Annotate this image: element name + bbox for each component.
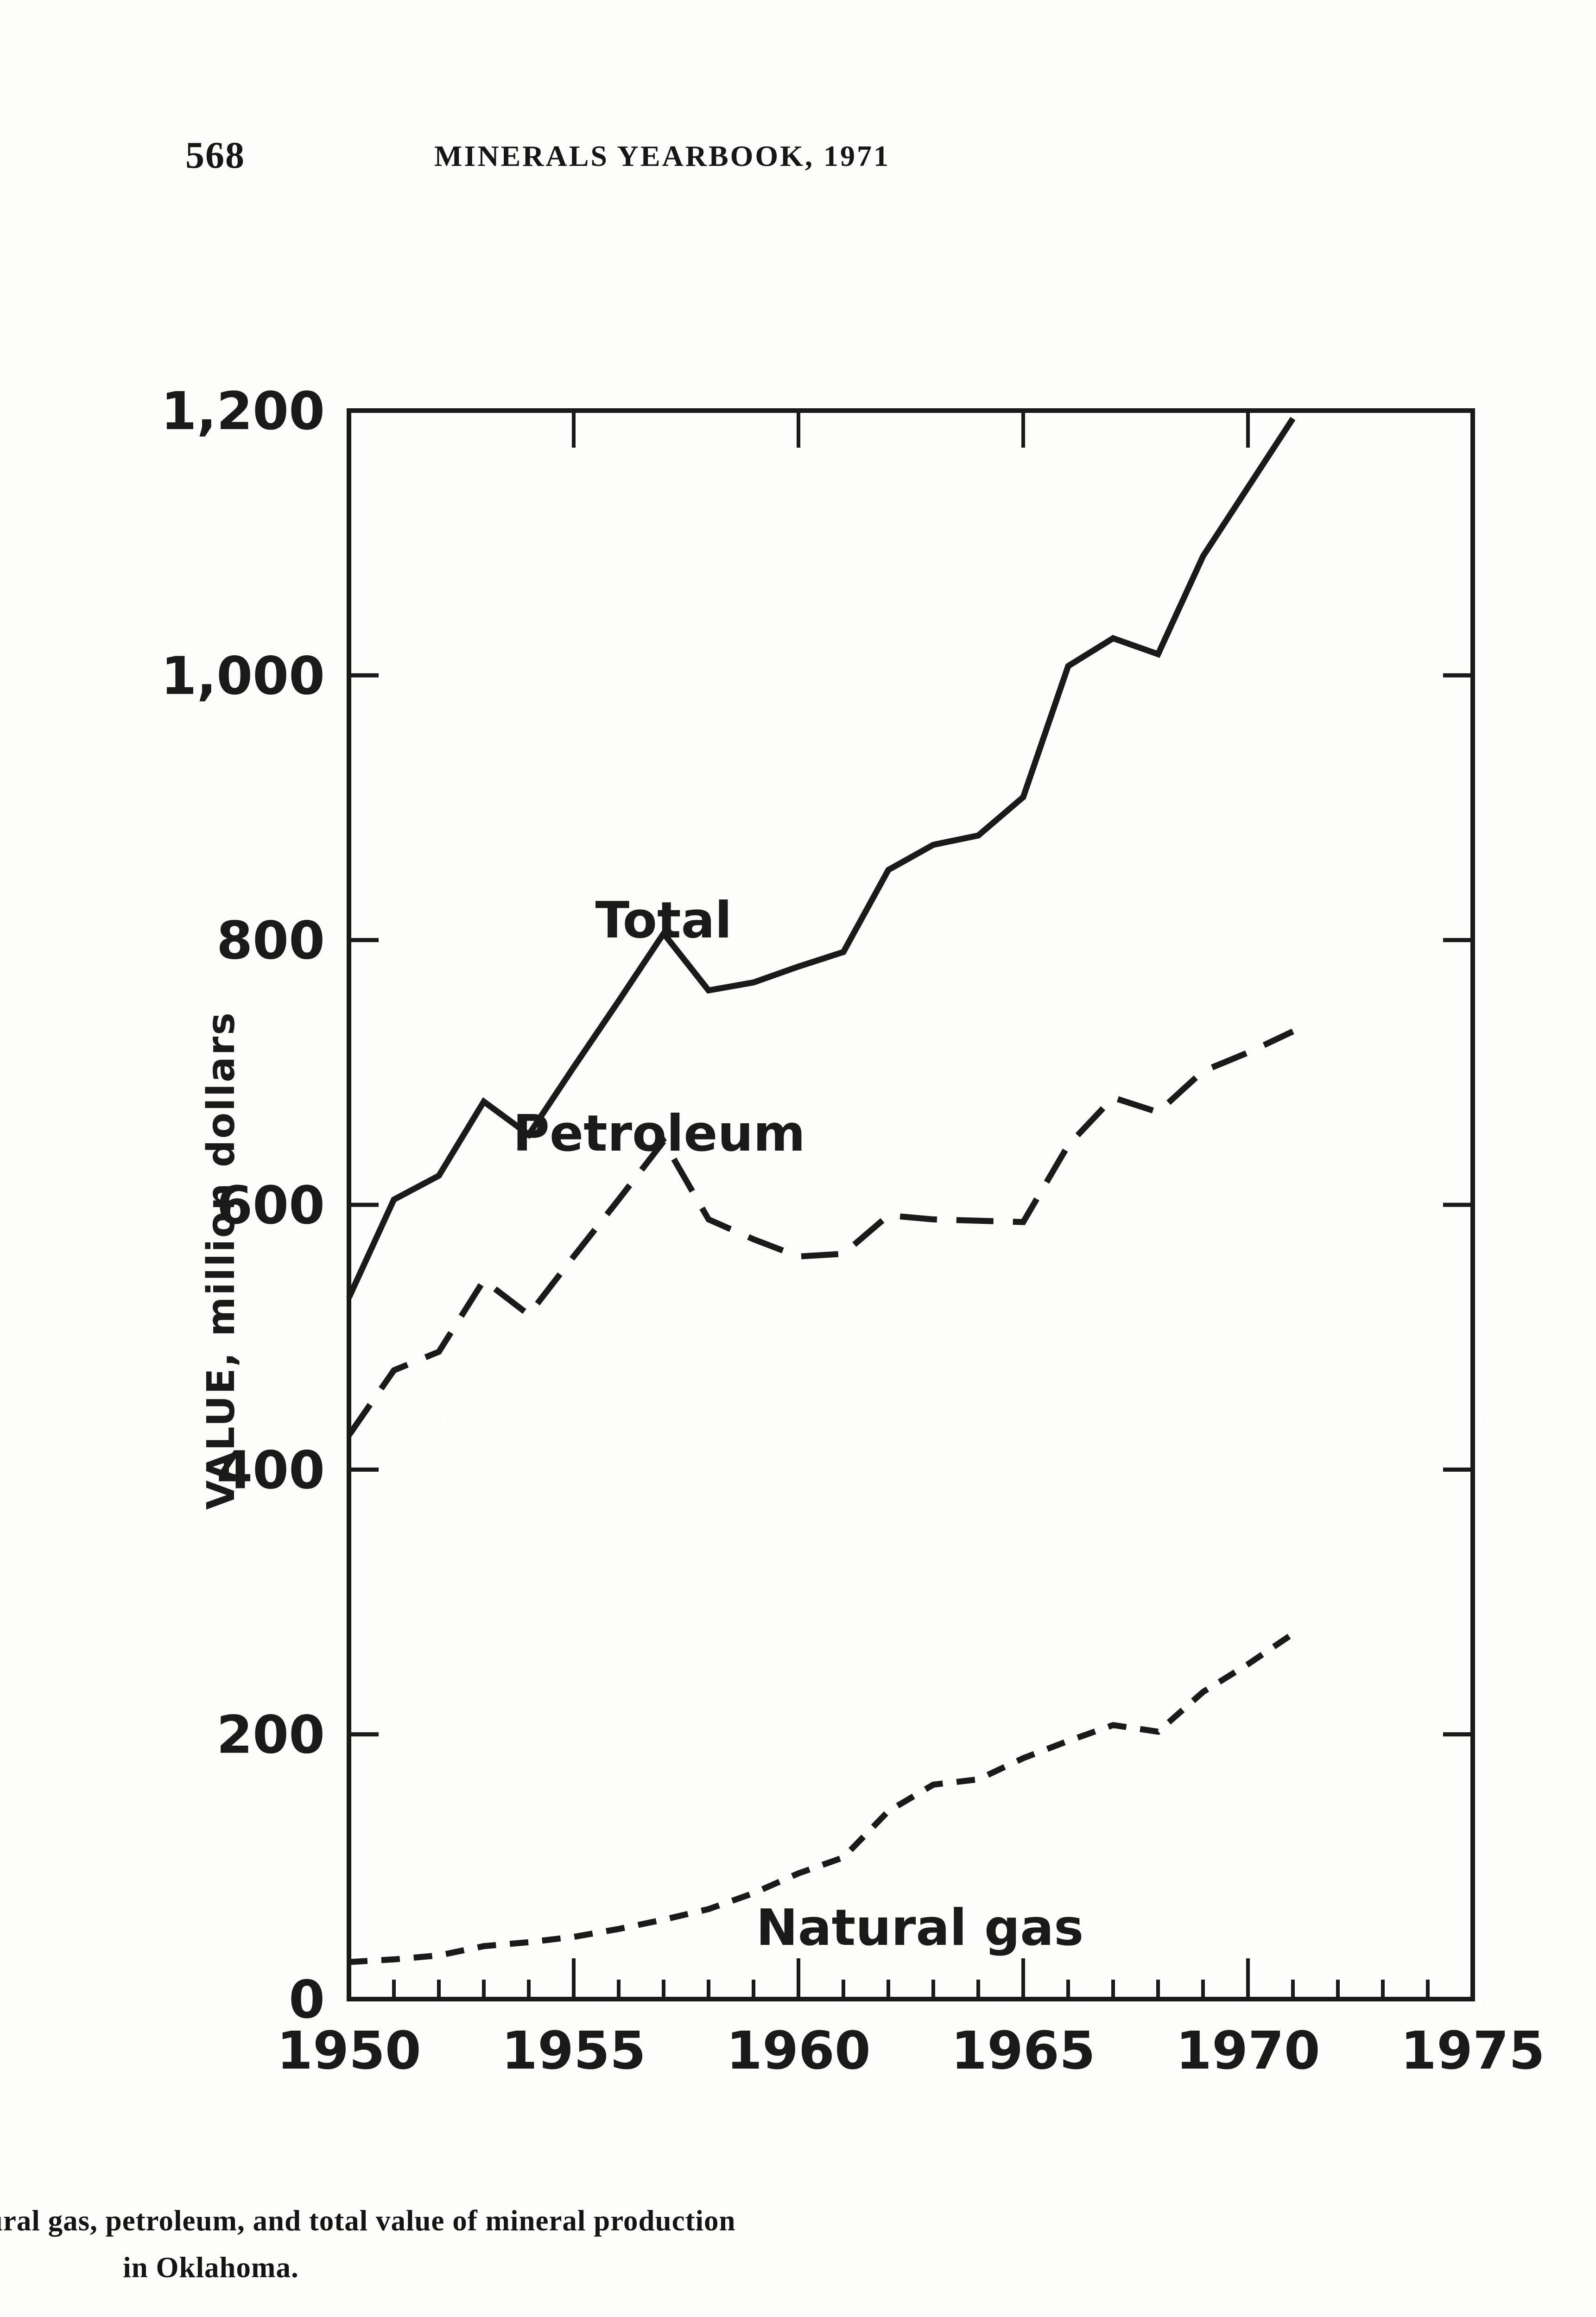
y-tick-label: 800 [216, 911, 325, 971]
petroleum-line [346, 1028, 1294, 1437]
line-chart-svg: 0 200 400 600 800 1,000 1,200 1950 1955 1960 1965 1… [167, 381, 1545, 2081]
y-tick-label: 200 [216, 1705, 325, 1766]
x-tick-label: 1960 [726, 2021, 871, 2081]
figure-1-chart: 0 200 400 600 800 1,000 1,200 1950 1955 1960 1965 1… [167, 352, 1557, 2095]
petroleum-inline-label: Petroleum [513, 1105, 805, 1163]
axis-tick-labels: 0 200 400 600 800 1,000 1,200 1950 1955 1960 1965 1… [167, 381, 1545, 2081]
x-tick-label: 1970 [1176, 2021, 1320, 2081]
total-series: Total [346, 417, 1296, 1299]
x-tick-label: 1975 [1400, 2021, 1545, 2081]
page-number: 568 [185, 134, 245, 176]
total-line [346, 417, 1296, 1299]
figure-caption-line-2: in Oklahoma. [123, 2251, 299, 2284]
figure-caption: Figure 1.—Value of natural gas, petroleu… [0, 2197, 860, 2291]
running-header-title: MINERALS YEARBOOK, 1971 [434, 139, 890, 172]
total-inline-label: Total [595, 892, 732, 950]
x-tick-label: 1955 [501, 2021, 646, 2081]
natural-gas-series: Natural gas [348, 1631, 1295, 1965]
chart-axes [347, 408, 1475, 2001]
x-tick-label: 1965 [951, 2021, 1096, 2081]
y-tick-label: 1,200 [167, 381, 325, 442]
y-tick-label: 400 [216, 1440, 325, 1500]
x-tick-label: 1950 [277, 2021, 421, 2081]
y-tick-label: 0 [289, 1970, 325, 2030]
y-tick-label: 1,000 [167, 646, 325, 706]
petroleum-series: Petroleum [346, 1028, 1294, 1437]
natural-gas-inline-label: Natural gas [756, 1899, 1083, 1957]
figure-caption-line-1: Figure 1.—Value of natural gas, petroleu… [0, 2204, 736, 2237]
plot-frame [347, 408, 1475, 2001]
y-axis-title: VALUE, million dollars [199, 1011, 243, 1510]
y-tick-label: 600 [216, 1176, 325, 1236]
